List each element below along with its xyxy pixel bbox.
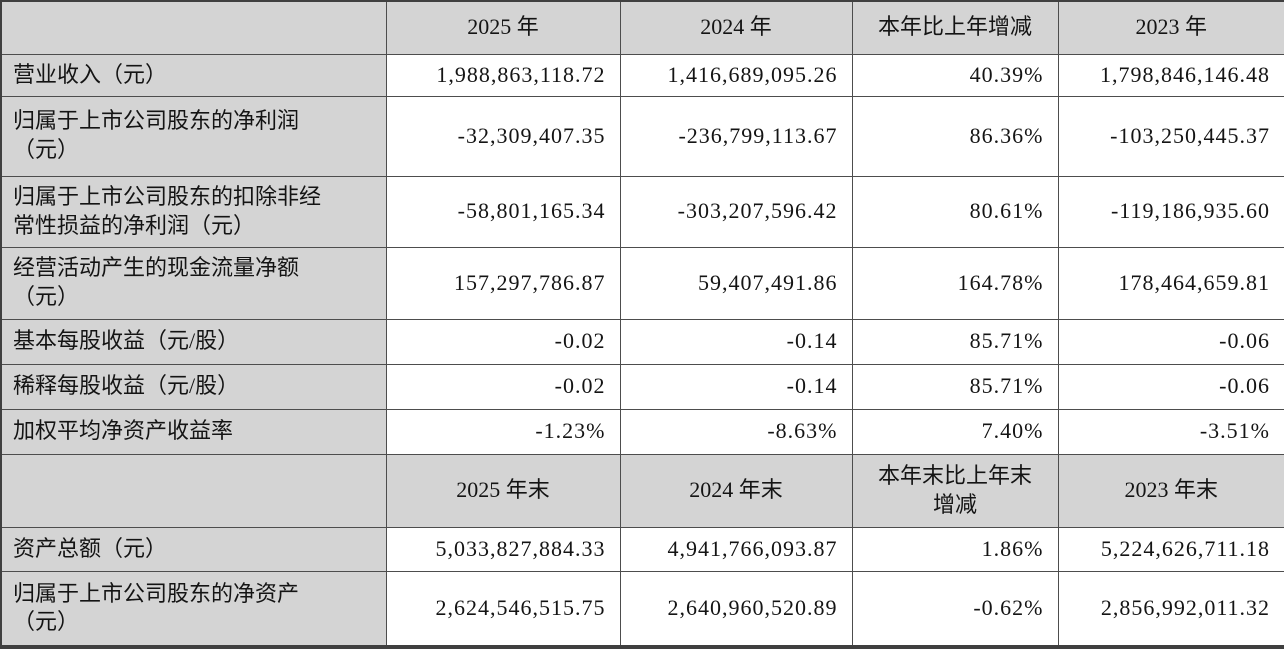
col-header-yoy-change: 本年比上年增减 <box>851 0 1059 55</box>
table-row-operating-cash-flow: 经营活动产生的现金流量净额 （元） 157,297,786.87 59,407,… <box>0 246 1284 320</box>
value-2024: 1,416,689,095.26 <box>619 53 853 97</box>
table-row-operating-revenue: 营业收入（元） 1,988,863,118.72 1,416,689,095.2… <box>0 53 1284 97</box>
value-2024: -0.14 <box>619 363 853 410</box>
value-2025: 2,624,546,515.75 <box>385 570 621 648</box>
value-2025: -0.02 <box>385 318 621 365</box>
value-2023: -119,186,935.60 <box>1057 175 1284 248</box>
table-row-weighted-avg-roe: 加权平均净资产收益率 -1.23% -8.63% 7.40% -3.51% <box>0 408 1284 455</box>
value-change: 7.40% <box>851 408 1059 455</box>
value-2023: -103,250,445.37 <box>1057 95 1284 177</box>
corner-cell <box>0 0 387 55</box>
metric-label: 归属于上市公司股东的净资产 （元） <box>0 570 387 648</box>
table-row-net-profit-excl-nonrecurring: 归属于上市公司股东的扣除非经 常性损益的净利润（元） -58,801,165.3… <box>0 175 1284 248</box>
period-header-row-annual: 2025 年 2024 年 本年比上年增减 2023 年 <box>0 0 1284 55</box>
metric-label: 归属于上市公司股东的净利润 （元） <box>0 95 387 177</box>
value-2023: -0.06 <box>1057 363 1284 410</box>
metric-label: 稀释每股收益（元/股） <box>0 363 387 410</box>
metric-label: 加权平均净资产收益率 <box>0 408 387 455</box>
col-header-2023-end: 2023 年末 <box>1057 453 1284 528</box>
table-row-diluted-eps: 稀释每股收益（元/股） -0.02 -0.14 85.71% -0.06 <box>0 363 1284 410</box>
value-change: 85.71% <box>851 318 1059 365</box>
value-change: 80.61% <box>851 175 1059 248</box>
value-change: 86.36% <box>851 95 1059 177</box>
value-2025: 157,297,786.87 <box>385 246 621 320</box>
col-header-2024: 2024 年 <box>619 0 853 55</box>
col-header-2025: 2025 年 <box>385 0 621 55</box>
value-2024: -303,207,596.42 <box>619 175 853 248</box>
value-2024: 59,407,491.86 <box>619 246 853 320</box>
value-2025: -1.23% <box>385 408 621 455</box>
value-change: -0.62% <box>851 570 1059 648</box>
value-change: 40.39% <box>851 53 1059 97</box>
value-2023: 2,856,992,011.32 <box>1057 570 1284 648</box>
value-change: 1.86% <box>851 526 1059 572</box>
value-2024: -0.14 <box>619 318 853 365</box>
table-row-basic-eps: 基本每股收益（元/股） -0.02 -0.14 85.71% -0.06 <box>0 318 1284 365</box>
table-row-net-profit: 归属于上市公司股东的净利润 （元） -32,309,407.35 -236,79… <box>0 95 1284 177</box>
metric-label: 经营活动产生的现金流量净额 （元） <box>0 246 387 320</box>
col-header-year-end-change: 本年末比上年末 增减 <box>851 453 1059 528</box>
value-2024: -236,799,113.67 <box>619 95 853 177</box>
col-header-2023: 2023 年 <box>1057 0 1284 55</box>
value-2023: 178,464,659.81 <box>1057 246 1284 320</box>
value-2023: 1,798,846,146.48 <box>1057 53 1284 97</box>
value-2025: -0.02 <box>385 363 621 410</box>
value-2024: -8.63% <box>619 408 853 455</box>
value-2025: 1,988,863,118.72 <box>385 53 621 97</box>
value-2025: -32,309,407.35 <box>385 95 621 177</box>
value-change: 164.78% <box>851 246 1059 320</box>
value-2024: 4,941,766,093.87 <box>619 526 853 572</box>
metric-label: 基本每股收益（元/股） <box>0 318 387 365</box>
value-2024: 2,640,960,520.89 <box>619 570 853 648</box>
metric-label: 资产总额（元） <box>0 526 387 572</box>
value-2023: 5,224,626,711.18 <box>1057 526 1284 572</box>
value-2025: -58,801,165.34 <box>385 175 621 248</box>
value-2025: 5,033,827,884.33 <box>385 526 621 572</box>
metric-label: 归属于上市公司股东的扣除非经 常性损益的净利润（元） <box>0 175 387 248</box>
period-header-row-year-end: 2025 年末 2024 年末 本年末比上年末 增减 2023 年末 <box>0 453 1284 528</box>
table-row-net-assets: 归属于上市公司股东的净资产 （元） 2,624,546,515.75 2,640… <box>0 570 1284 648</box>
col-header-2025-end: 2025 年末 <box>385 453 621 528</box>
table-row-total-assets: 资产总额（元） 5,033,827,884.33 4,941,766,093.8… <box>0 526 1284 572</box>
corner-cell <box>0 453 387 528</box>
value-2023: -0.06 <box>1057 318 1284 365</box>
col-header-2024-end: 2024 年末 <box>619 453 853 528</box>
value-change: 85.71% <box>851 363 1059 410</box>
value-2023: -3.51% <box>1057 408 1284 455</box>
metric-label: 营业收入（元） <box>0 53 387 97</box>
